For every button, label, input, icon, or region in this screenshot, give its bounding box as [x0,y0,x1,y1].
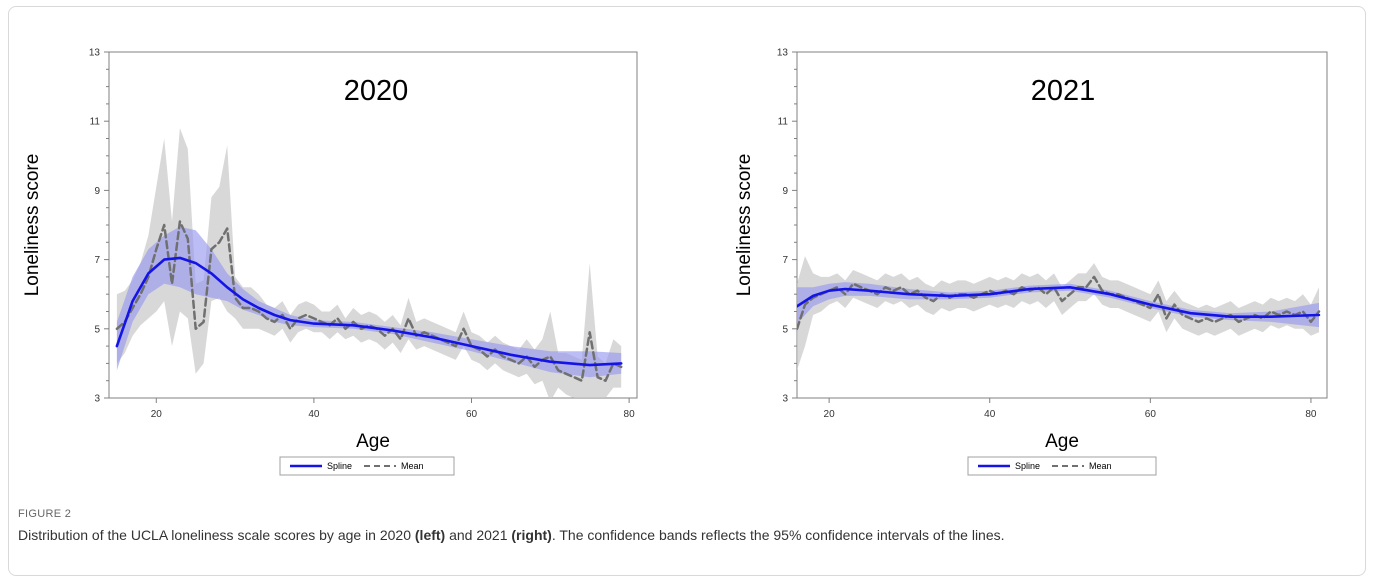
y-tick-label: 9 [94,186,100,197]
plot-group [797,256,1321,371]
caption-part: Distribution of the UCLA loneliness scal… [18,527,415,543]
x-tick-label: 80 [624,409,636,420]
legend: Spline Mean [967,456,1157,476]
mean-line [115,220,623,382]
caption-part: (right) [511,527,552,543]
y-tick-label: 3 [782,394,788,405]
caption-part: . The confidence bands reflects the 95% … [551,527,1005,543]
caption-part: and 2021 [445,527,512,543]
legend: Spline Mean [279,456,455,476]
figure-caption: Distribution of the UCLA loneliness scal… [18,525,1338,546]
legend-label-spline: Spline [1015,461,1040,471]
spline-line [797,286,1321,318]
y-tick-label: 7 [94,255,100,266]
chart-title: 2020 [344,75,409,107]
x-tick-label: 40 [308,409,320,420]
y-tick-label: 3 [94,394,100,405]
chart-2020: 3 5 7 9 11 13 20 40 60 80 2020 Age Loneliness score S… [22,48,638,476]
legend-label-spline: Spline [327,461,352,471]
legend-label-mean: Mean [401,461,424,471]
x-tick-label: 20 [151,409,163,420]
chart-2021: 3 5 7 9 11 13 20 40 60 80 2021 Age Loneliness score S… [734,48,1328,476]
spline-ci-band [797,282,1319,328]
spline-line [115,256,623,367]
chart-title: 2021 [1031,75,1096,107]
legend-label-mean: Mean [1089,461,1112,471]
y-tick-label: 5 [94,324,100,335]
figure-label: FIGURE 2 [18,508,72,520]
y-tick-label: 9 [782,186,788,197]
x-tick-label: 80 [1305,409,1317,420]
x-tick-label: 40 [984,409,996,420]
caption-part: (left) [414,527,446,543]
y-tick-label: 11 [90,117,101,128]
y-tick-label: 13 [777,48,789,59]
y-axis-label: Loneliness score [734,154,755,297]
x-axis-label: Age [1045,431,1079,452]
x-tick-label: 60 [466,409,478,420]
y-tick-label: 7 [782,255,788,266]
x-tick-label: 60 [1145,409,1157,420]
y-axis-label: Loneliness score [22,154,43,297]
x-axis-label: Age [356,431,390,452]
y-tick-label: 5 [782,324,788,335]
figure-charts: 3 5 7 9 11 13 20 40 60 80 2020 Age Loneliness score S… [22,48,1328,476]
plot-group [115,128,623,398]
y-tick-label: 11 [778,117,789,128]
y-tick-label: 13 [89,48,101,59]
x-tick-label: 20 [824,409,836,420]
